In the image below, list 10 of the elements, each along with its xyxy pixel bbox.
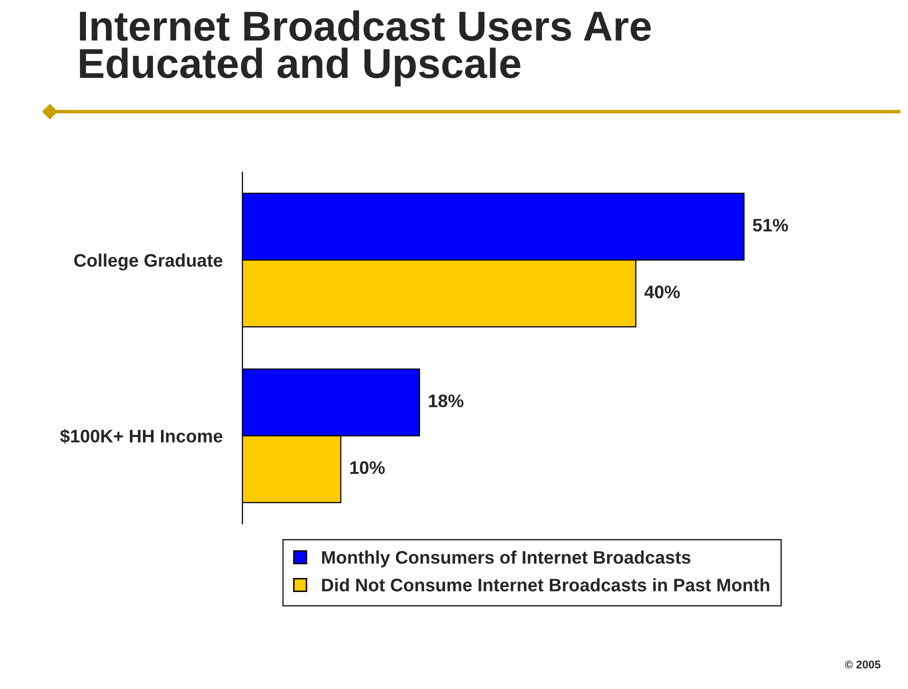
legend-label: Monthly Consumers of Internet Broadcasts	[322, 550, 690, 568]
chart-title: Internet Broadcast Users Are Educated and Upscale	[80, 10, 651, 87]
data-label: 18%	[428, 394, 464, 408]
legend-label: Did Not Consume Internet Broadcasts in Past Month	[322, 578, 770, 592]
y-tick-label: $100K+ HH Income	[60, 428, 222, 444]
data-label: 51%	[752, 218, 788, 232]
y-tick-label: College Graduate	[74, 254, 222, 270]
data-label: 10%	[350, 461, 385, 474]
text: © 2005	[844, 660, 880, 668]
data-label: 40%	[644, 286, 680, 298]
